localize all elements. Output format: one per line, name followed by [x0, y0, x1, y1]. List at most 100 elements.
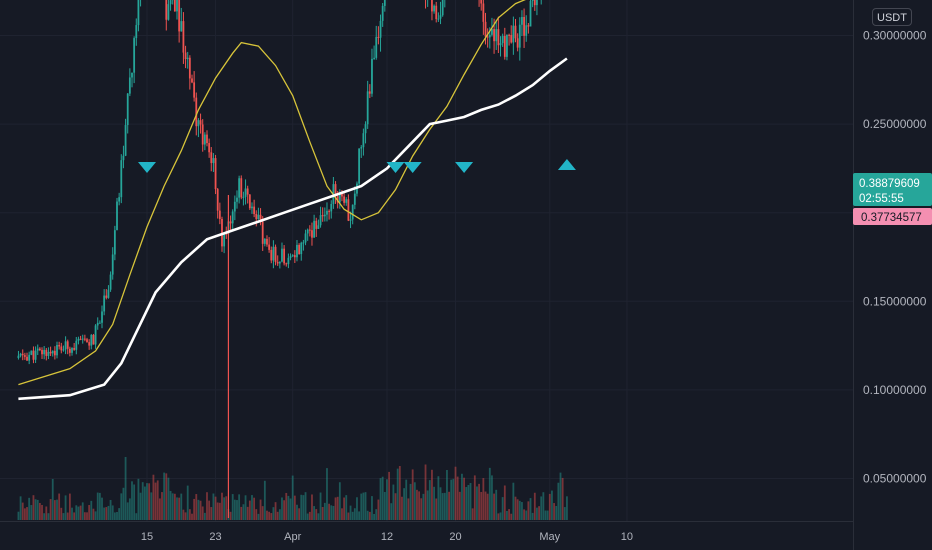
volume-bar [128, 498, 131, 520]
volume-bar [176, 497, 178, 520]
volume-bar [103, 507, 106, 520]
candle-body [186, 57, 189, 60]
time-axis[interactable]: 15 23 Apr 12 20 May 10 [141, 531, 633, 543]
volume-bar [497, 513, 500, 520]
candle-body [313, 220, 316, 238]
volume-bar [32, 495, 35, 520]
volume-bar [218, 502, 221, 520]
volume-bar [317, 513, 320, 520]
volume-bar [373, 513, 376, 520]
candle-body [281, 248, 283, 262]
candle-body [180, 21, 183, 32]
volume-bar [435, 498, 438, 520]
candle-body [441, 0, 444, 16]
volume-bar [381, 476, 384, 520]
ma-slow-line [18, 57, 568, 401]
candle-body [66, 341, 69, 349]
volume-bar [283, 500, 286, 520]
candle-body [296, 244, 298, 258]
volume-bar [154, 482, 157, 520]
volume-bar [278, 509, 281, 520]
candle-body [41, 350, 43, 355]
candle-body [261, 221, 264, 244]
volume-bar [304, 492, 307, 520]
price-tick-label: 0.10000000 [863, 383, 927, 397]
candle-body [330, 203, 333, 212]
candle-body [199, 120, 202, 125]
volume-bar [523, 509, 525, 520]
time-tick-label: 12 [381, 531, 393, 543]
volume-bar [484, 491, 487, 520]
volume-bar [448, 491, 450, 520]
candle-body [68, 348, 71, 353]
candle-body [233, 201, 236, 212]
volume-bar [563, 507, 566, 520]
volume-bar [501, 497, 504, 520]
volume-bar [431, 469, 433, 520]
candle-body [321, 215, 324, 217]
candle-body [349, 219, 352, 221]
candle-body [88, 342, 91, 346]
volume-bar [306, 513, 309, 520]
volume-bar [21, 502, 24, 520]
volume-bar [263, 480, 266, 520]
volume-bar [409, 483, 412, 520]
candle-body [364, 124, 367, 134]
volume-bar [298, 508, 301, 520]
volume-bar [538, 506, 540, 520]
volume-bar [255, 509, 258, 520]
volume-bar [158, 498, 161, 520]
volume-bar [242, 504, 245, 520]
volume-bar [362, 492, 365, 520]
candle-body [124, 125, 127, 156]
candle-body [304, 233, 307, 243]
volume-bar [508, 509, 510, 520]
marker-down-icon [138, 162, 156, 173]
currency-selector-button[interactable]: USDT [872, 8, 912, 26]
candle-body [231, 211, 234, 224]
candle-body [105, 295, 108, 298]
volume-bar [300, 494, 303, 520]
volume-bar [105, 507, 108, 520]
candle-body [178, 0, 181, 32]
volume-bar [19, 496, 22, 520]
volume-bar [287, 495, 290, 520]
candle-body [92, 334, 95, 345]
volume-bar [326, 468, 328, 520]
volume-bar [506, 510, 508, 520]
volume-bar [156, 480, 159, 520]
volume-bar [23, 508, 26, 520]
volume-bar [45, 506, 48, 520]
volume-bar [26, 507, 28, 520]
candle-body [248, 194, 251, 209]
volume-bar [143, 486, 146, 520]
candle-body [43, 349, 46, 355]
volume-bar [182, 509, 185, 520]
volume-bar [285, 492, 288, 520]
volume-bar [120, 493, 123, 520]
price-tick-label: 0.25000000 [863, 117, 927, 131]
last-price-label: 0.38879609 [859, 178, 920, 190]
volume-bar [456, 476, 459, 520]
volume-bar [186, 485, 189, 520]
candle-body [62, 349, 65, 351]
candle-body [53, 350, 56, 356]
candle-body [341, 193, 343, 197]
volume-bar [270, 513, 273, 520]
volume-bar [334, 497, 337, 520]
candle-body [298, 244, 301, 255]
volume-bar [139, 492, 142, 520]
price-axis[interactable]: 0.550000000.500000000.450000000.40000000… [863, 0, 927, 486]
volume-bar [343, 497, 346, 520]
volume-bar [83, 512, 86, 520]
candle-body [23, 355, 26, 357]
candle-body [334, 184, 337, 197]
volume-bar [197, 499, 200, 520]
volume-bar [77, 506, 80, 520]
candle-body [381, 5, 384, 21]
candle-body [34, 350, 37, 360]
candle-body [274, 246, 277, 263]
volume-bar [413, 482, 416, 520]
volume-bar [90, 500, 93, 520]
